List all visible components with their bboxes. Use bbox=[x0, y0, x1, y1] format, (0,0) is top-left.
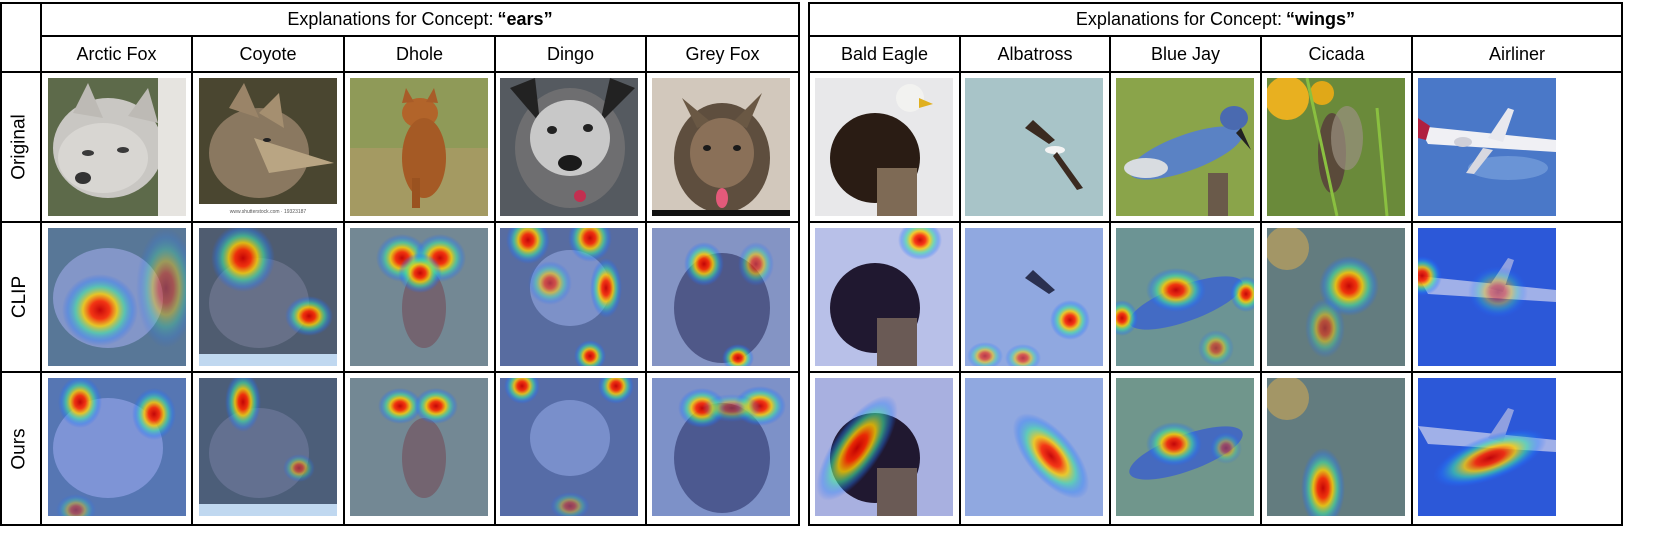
right-title-prefix: Explanations for Concept: bbox=[1075, 9, 1283, 29]
heatmap-airliner-clip bbox=[1418, 228, 1556, 366]
col-header-arctic-fox: Arctic Fox bbox=[76, 43, 157, 64]
heatmap-dhole-clip bbox=[350, 228, 488, 366]
col-header-dhole: Dhole bbox=[395, 43, 444, 64]
col-header-grey-fox: Grey Fox bbox=[685, 43, 760, 64]
heatmap-grey-fox-ours bbox=[652, 378, 790, 516]
right-divider-title bbox=[808, 35, 1623, 37]
col-header-blue-jay: Blue Jay bbox=[1150, 43, 1221, 64]
left-title-prefix: Explanations for Concept: bbox=[287, 9, 494, 29]
heatmap-dingo-ours bbox=[500, 378, 638, 516]
left-col-divider-1 bbox=[191, 35, 193, 526]
left-divider-title bbox=[40, 35, 800, 37]
col-header-dingo: Dingo bbox=[546, 43, 595, 64]
col-header-albatross: Albatross bbox=[997, 43, 1073, 64]
heatmap-dhole-ours bbox=[350, 378, 488, 516]
col-header-bald-eagle: Bald Eagle bbox=[840, 43, 929, 64]
heatmap-blue-jay-clip bbox=[1116, 228, 1254, 366]
image-cicada-original bbox=[1267, 78, 1405, 216]
image-blue-jay-original bbox=[1116, 78, 1254, 216]
image-grey-fox-original bbox=[652, 78, 790, 216]
heatmap-dingo-clip bbox=[500, 228, 638, 366]
image-arctic-fox-original bbox=[48, 78, 186, 216]
left-title: Explanations for Concept: “ears” bbox=[42, 4, 798, 35]
image-airliner-original bbox=[1418, 78, 1556, 216]
right-table-border bbox=[808, 2, 1623, 526]
heatmap-cicada-ours bbox=[1267, 378, 1405, 516]
heatmap-coyote-clip bbox=[199, 228, 337, 366]
image-dingo-original bbox=[500, 78, 638, 216]
left-table-border bbox=[0, 2, 800, 526]
image-albatross-original bbox=[965, 78, 1103, 216]
left-divider-header bbox=[0, 71, 800, 73]
left-divider-rowlabels bbox=[40, 2, 42, 526]
heatmap-albatross-ours bbox=[965, 378, 1103, 516]
left-col-divider-3 bbox=[494, 35, 496, 526]
col-header-airliner: Airliner bbox=[1488, 43, 1545, 64]
coyote-watermark: www.shutterstock.com · 19323187 bbox=[230, 209, 307, 215]
image-dhole-original bbox=[350, 78, 488, 216]
image-coyote-original: www.shutterstock.com · 19323187 bbox=[199, 78, 337, 216]
row-label-clip: CLIP bbox=[9, 275, 30, 319]
heatmap-albatross-clip bbox=[965, 228, 1103, 366]
heatmap-blue-jay-ours bbox=[1116, 378, 1254, 516]
left-col-divider-2 bbox=[343, 35, 345, 526]
heatmap-airliner-ours bbox=[1418, 378, 1556, 516]
col-header-coyote: Coyote bbox=[239, 43, 297, 64]
heatmap-arctic-fox-ours bbox=[48, 378, 186, 516]
heatmap-coyote-ours bbox=[199, 378, 337, 516]
left-title-concept: “ears” bbox=[497, 9, 553, 29]
left-divider-row1 bbox=[0, 221, 800, 223]
right-col-divider-3 bbox=[1260, 35, 1262, 526]
col-header-cicada: Cicada bbox=[1308, 43, 1365, 64]
image-bald-eagle-original bbox=[815, 78, 953, 216]
right-col-divider-2 bbox=[1109, 35, 1111, 526]
right-title: Explanations for Concept: “wings” bbox=[810, 4, 1621, 35]
heatmap-grey-fox-clip bbox=[652, 228, 790, 366]
row-label-original: Original bbox=[9, 114, 31, 180]
right-divider-row1 bbox=[808, 221, 1623, 223]
heatmap-cicada-clip bbox=[1267, 228, 1405, 366]
right-divider-header bbox=[808, 71, 1623, 73]
row-label-ours: Ours bbox=[9, 427, 30, 470]
right-title-concept: “wings” bbox=[1286, 9, 1356, 29]
heatmap-arctic-fox-clip bbox=[48, 228, 186, 366]
left-col-divider-4 bbox=[645, 35, 647, 526]
left-divider-row2 bbox=[0, 371, 800, 373]
right-col-divider-1 bbox=[959, 35, 961, 526]
heatmap-bald-eagle-ours bbox=[815, 378, 953, 516]
heatmap-bald-eagle-clip bbox=[815, 228, 953, 366]
right-col-divider-4 bbox=[1411, 35, 1413, 526]
right-divider-row2 bbox=[808, 371, 1623, 373]
